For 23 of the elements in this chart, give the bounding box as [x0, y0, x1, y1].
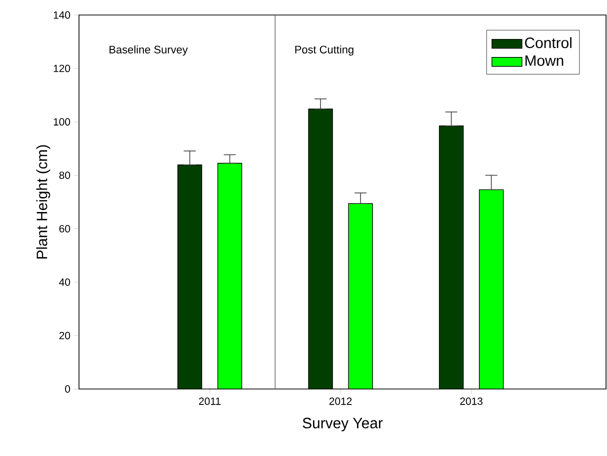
- x-tick-label: 2012: [329, 398, 352, 405]
- y-tick-label: 120: [54, 64, 70, 72]
- bar: [217, 162, 242, 389]
- x-tick-label: 2013: [460, 398, 482, 405]
- y-tick-label: 140: [54, 11, 70, 19]
- legend-label: Mown: [526, 55, 564, 66]
- y-axis-title: Plant Height (cm): [36, 145, 50, 258]
- annotation: Baseline Survey: [110, 45, 188, 56]
- y-tick-label: 20: [59, 332, 70, 340]
- y-tick-label: 0: [65, 385, 70, 393]
- y-tick-label: 40: [59, 278, 70, 286]
- legend-label: Control: [525, 37, 572, 48]
- bar: [308, 108, 333, 389]
- y-tick-label: 100: [54, 118, 70, 126]
- annotation: Post Cutting: [295, 45, 354, 56]
- bar: [348, 203, 373, 389]
- bar: [177, 164, 202, 389]
- y-tick-label: 80: [59, 172, 70, 179]
- bar: [438, 126, 464, 389]
- x-axis-title: Survey Year: [302, 418, 383, 432]
- bar: [478, 189, 504, 389]
- y-tick-label: 60: [59, 225, 70, 232]
- x-tick-label: 2011: [199, 398, 220, 405]
